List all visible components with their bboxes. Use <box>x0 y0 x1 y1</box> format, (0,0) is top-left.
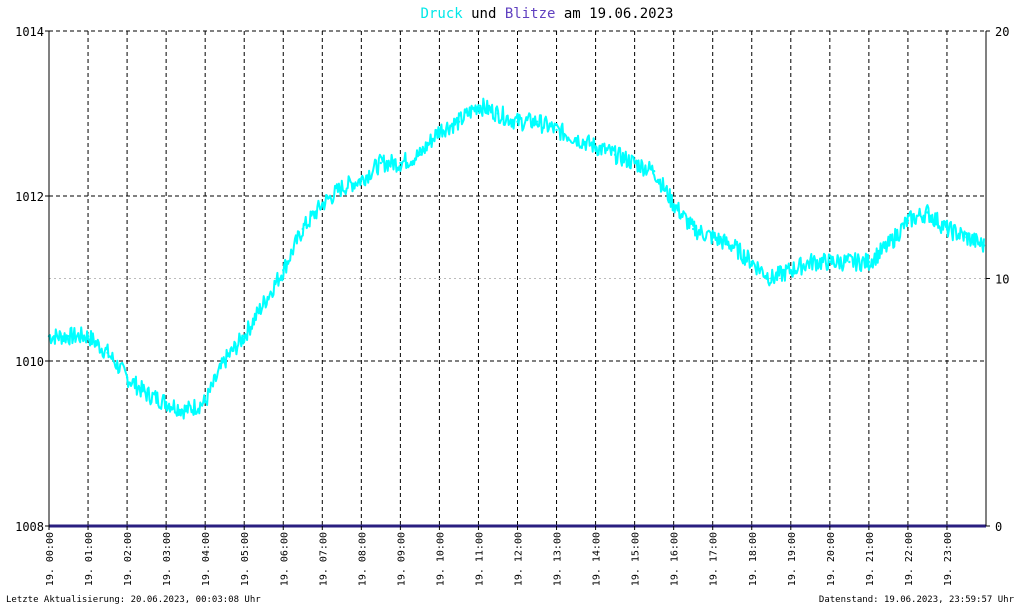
x-tick-label: 19. 02:00 <box>123 532 134 586</box>
pressure-point <box>652 170 656 173</box>
pressure-point <box>789 269 792 272</box>
pressure-point <box>301 227 304 231</box>
y-right-tick-label: 20 <box>995 25 1009 39</box>
x-tick-label: 19. 08:00 <box>357 532 368 586</box>
pressure-point <box>125 376 129 379</box>
y-left-tick-label: 1008 <box>15 520 44 534</box>
pressure-point <box>633 161 636 165</box>
x-axis: 19. 00:00 19. 01:00 19. 02:00 19. 03:00 19. … <box>45 526 954 586</box>
pressure-series <box>47 97 986 420</box>
y-left-tick-label: 1010 <box>15 355 44 369</box>
pressure-point <box>828 260 832 264</box>
x-tick-label: 19. 04:00 <box>201 532 212 586</box>
x-tick-label: 19. 07:00 <box>318 532 329 586</box>
x-tick-label: 19. 19:00 <box>787 532 798 586</box>
pressure-point <box>848 260 851 264</box>
x-tick-label: 19. 12:00 <box>514 532 525 586</box>
pressure-point <box>672 203 675 206</box>
x-tick-label: 19. 09:00 <box>396 532 407 586</box>
x-tick-label: 19. 15:00 <box>631 532 642 586</box>
y-right-tick-label: 10 <box>995 273 1009 287</box>
pressure-point <box>809 260 812 264</box>
x-tick-label: 19. 14:00 <box>592 532 603 586</box>
title-date: am 19.06.2023 <box>555 6 673 22</box>
x-tick-label: 19. 13:00 <box>553 532 564 586</box>
x-tick-label: 19. 23:00 <box>943 532 954 586</box>
pressure-point <box>438 128 441 132</box>
title-blitze: Blitze <box>505 6 556 22</box>
pressure-point <box>731 244 734 247</box>
pressure-point <box>555 128 558 132</box>
y-left-tick-label: 1012 <box>15 190 44 204</box>
pressure-point <box>594 145 597 148</box>
footer-data-status: Datenstand: 19.06.2023, 23:59:57 Uhr <box>819 595 1015 605</box>
chart-title: Druck und Blitze am 19.06.2023 <box>421 6 674 22</box>
y-axis-left: 1014 1012 1010 1008 <box>15 25 49 534</box>
pressure-point <box>906 219 910 222</box>
y-right-tick-label: 0 <box>995 520 1002 534</box>
x-tick-label: 19. 01:00 <box>84 532 95 586</box>
x-tick-label: 19. 16:00 <box>670 532 681 586</box>
pressure-point <box>867 260 871 264</box>
pressure-point <box>477 104 480 107</box>
pressure-point <box>340 186 344 189</box>
x-tick-label: 19. 18:00 <box>748 532 759 586</box>
pressure-point <box>418 153 422 156</box>
title-druck: Druck <box>421 6 464 22</box>
title-und: und <box>463 6 505 22</box>
pressure-point <box>535 120 539 123</box>
x-tick-label: 19. 17:00 <box>709 532 720 586</box>
x-tick-label: 19. 00:00 <box>45 532 56 586</box>
x-tick-label: 19. 11:00 <box>474 532 485 586</box>
x-tick-label: 19. 10:00 <box>435 532 446 586</box>
x-tick-label: 19. 06:00 <box>279 532 290 586</box>
x-tick-label: 19. 21:00 <box>865 532 876 586</box>
pressure-point <box>496 112 500 115</box>
pressure-point <box>574 137 578 140</box>
pressure-point <box>691 227 695 231</box>
footer-last-update: Letzte Aktualisierung: 20.06.2023, 00:03… <box>6 595 261 605</box>
pressure-line <box>48 97 985 420</box>
x-tick-label: 19. 22:00 <box>904 532 915 586</box>
pressure-point <box>145 392 148 396</box>
pressure-point <box>613 153 617 156</box>
x-tick-label: 19. 05:00 <box>240 532 251 586</box>
grid <box>49 30 986 526</box>
pressure-point <box>379 161 383 165</box>
pressure-point <box>262 302 265 305</box>
y-left-tick-label: 1014 <box>15 25 44 39</box>
pressure-point <box>164 401 168 404</box>
pressure-point <box>282 269 285 272</box>
pressure-point <box>360 178 363 181</box>
y-axis-right: 20 10 0 <box>986 25 1009 534</box>
pressure-point <box>965 236 968 239</box>
pressure-point <box>516 120 519 123</box>
pressure-point <box>321 203 324 206</box>
pressure-point <box>770 277 773 280</box>
pressure-point <box>203 401 207 404</box>
pressure-point <box>926 211 929 214</box>
pressure-point <box>750 260 753 264</box>
pressure-point <box>243 335 246 338</box>
pressure-point <box>711 236 714 239</box>
pressure-point <box>67 335 70 338</box>
pressure-point <box>399 161 402 165</box>
pressure-point <box>184 409 187 412</box>
pressure-point <box>887 244 890 247</box>
x-tick-label: 19. 03:00 <box>162 532 173 586</box>
pressure-point <box>86 335 90 338</box>
pressure-point <box>457 120 461 123</box>
pressure-point <box>223 359 226 363</box>
pressure-point <box>945 227 949 231</box>
pressure-point <box>982 244 986 247</box>
x-tick-label: 19. 20:00 <box>826 532 837 586</box>
pressure-point <box>106 351 109 354</box>
